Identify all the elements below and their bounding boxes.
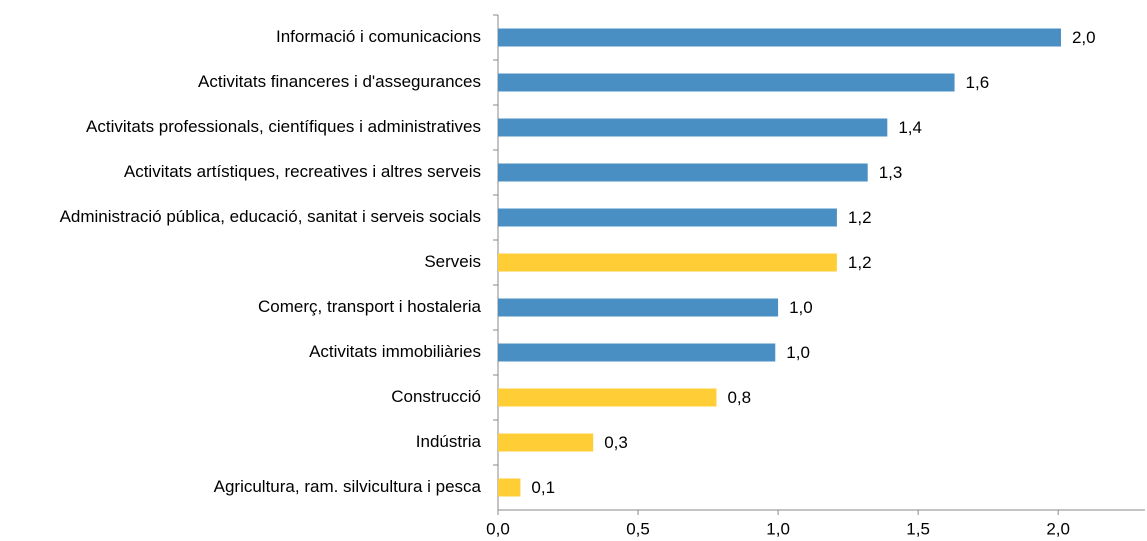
- data-label: 1,3: [879, 163, 903, 182]
- y-tick-label: Activitats artístiques, recreatives i al…: [124, 162, 481, 181]
- bar: [498, 28, 1061, 47]
- bar: [498, 388, 717, 407]
- x-tick-label: 0,5: [626, 519, 650, 538]
- data-label: 0,8: [727, 388, 751, 407]
- bar: [498, 208, 837, 227]
- y-tick-label: Serveis: [424, 252, 481, 271]
- data-label: 2,0: [1072, 28, 1096, 47]
- y-tick-label: Indústria: [416, 432, 482, 451]
- bar: [498, 73, 955, 92]
- bar: [498, 433, 594, 452]
- bar: [498, 343, 776, 362]
- y-tick-label: Activitats professionals, científiques i…: [86, 117, 481, 136]
- y-tick-label: Administració pública, educació, sanitat…: [60, 207, 481, 226]
- data-label: 1,0: [786, 343, 810, 362]
- bar: [498, 163, 868, 182]
- y-tick-label: Comerç, transport i hostaleria: [258, 297, 482, 316]
- y-tick-label: Activitats immobiliàries: [309, 342, 481, 361]
- data-label: 0,1: [531, 478, 555, 497]
- data-label: 1,2: [848, 253, 872, 272]
- bar: [498, 253, 837, 272]
- y-tick-label: Agricultura, ram. silvicultura i pesca: [214, 477, 482, 496]
- data-label: 1,0: [789, 298, 813, 317]
- y-tick-label: Informació i comunicacions: [276, 27, 481, 46]
- x-tick-label: 1,5: [906, 519, 930, 538]
- y-tick-label: Activitats financeres i d'assegurances: [198, 72, 481, 91]
- bar: [498, 298, 779, 317]
- x-tick-label: 0,0: [486, 519, 510, 538]
- data-label: 0,3: [604, 433, 628, 452]
- data-label: 1,2: [848, 208, 872, 227]
- bar: [498, 118, 888, 137]
- y-tick-label: Construcció: [391, 387, 481, 406]
- data-label: 1,6: [966, 73, 990, 92]
- x-tick-label: 2,0: [1046, 519, 1070, 538]
- x-tick-label: 1,0: [766, 519, 790, 538]
- bar: [498, 478, 521, 497]
- data-label: 1,4: [898, 118, 922, 137]
